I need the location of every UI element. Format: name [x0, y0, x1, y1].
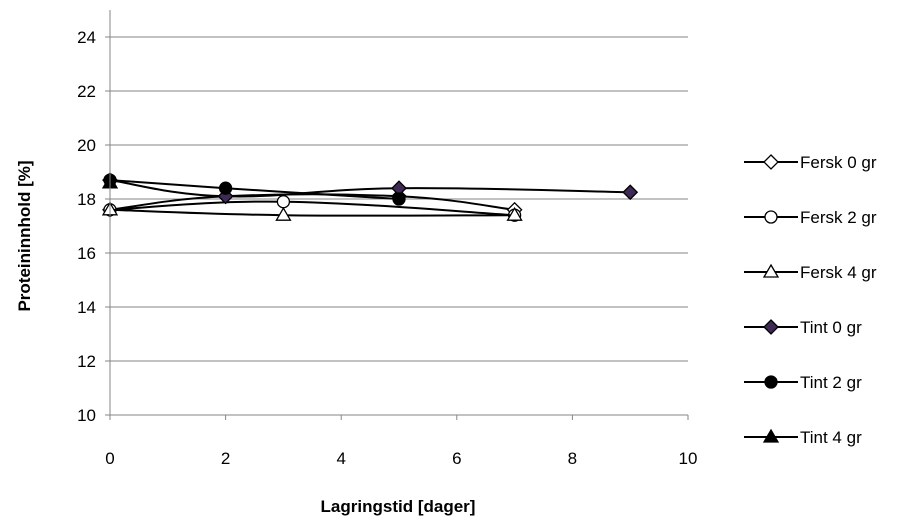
- legend-label: Tint 0 gr: [800, 318, 862, 337]
- y-axis-title: Proteininnhold [%]: [15, 160, 34, 311]
- y-tick-label: 22: [77, 82, 96, 101]
- x-axis-title: Lagringstid [dager]: [321, 497, 476, 516]
- series-marker: [392, 192, 406, 206]
- legend-item: Tint 4 gr: [744, 428, 862, 447]
- series-marker: [622, 184, 639, 201]
- series-marker: [762, 428, 780, 443]
- legend-label: Tint 2 gr: [800, 373, 862, 392]
- x-tick-label: 2: [221, 449, 230, 468]
- x-tick-label: 6: [452, 449, 461, 468]
- series-line: [109, 179, 631, 198]
- series-marker: [764, 375, 778, 389]
- y-tick-label: 16: [77, 244, 96, 263]
- series-line: [109, 200, 515, 217]
- legend-label: Fersk 4 gr: [800, 263, 877, 282]
- y-tick-label: 10: [77, 406, 96, 425]
- x-tick-label: 4: [336, 449, 345, 468]
- series-marker: [506, 206, 523, 221]
- y-tick-label: 18: [77, 190, 96, 209]
- legend-item: Tint 2 gr: [744, 373, 862, 392]
- series-marker: [764, 210, 778, 224]
- series-marker: [762, 263, 780, 278]
- x-tick-label: 0: [105, 449, 114, 468]
- series-group: [101, 172, 639, 222]
- gridlines: [110, 36, 688, 362]
- legend-label: Fersk 2 gr: [800, 208, 877, 227]
- legend: Fersk 0 gr Fersk 2 gr Fersk 4 gr Tint 0 gr T…: [744, 153, 877, 447]
- series-marker: [276, 195, 291, 209]
- x-tick-label: 8: [568, 449, 577, 468]
- legend-item: Fersk 0 gr: [744, 153, 877, 172]
- series-marker: [275, 206, 292, 221]
- y-tick-label: 20: [77, 136, 96, 155]
- legend-item: Tint 0 gr: [744, 318, 862, 337]
- legend-item: Fersk 4 gr: [744, 263, 877, 282]
- series-marker: [763, 319, 779, 335]
- legend-label: Tint 4 gr: [800, 428, 862, 447]
- x-tick-label: 10: [679, 449, 698, 468]
- series-fersk-4-gr: [101, 201, 523, 221]
- legend-item: Fersk 2 gr: [744, 208, 877, 227]
- y-tick-label: 12: [77, 352, 96, 371]
- y-tick-label: 14: [77, 298, 96, 317]
- series-marker: [218, 181, 233, 195]
- series-marker: [763, 154, 779, 170]
- y-tick-label: 24: [77, 28, 96, 47]
- series-fersk-2-gr: [103, 195, 522, 222]
- legend-label: Fersk 0 gr: [800, 153, 877, 172]
